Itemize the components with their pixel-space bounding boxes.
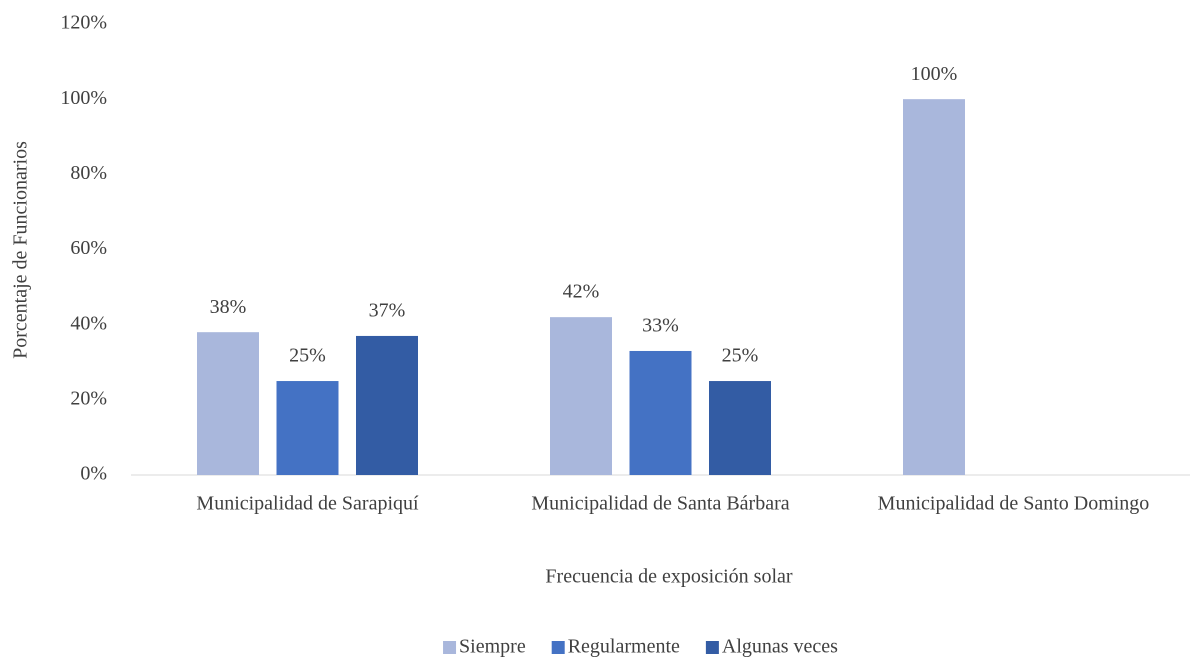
legend-swatch [443,641,457,654]
bar [629,350,692,475]
y-tick-label: 100% [60,87,107,109]
data-label: 38% [210,296,247,318]
y-tick-label: 20% [70,387,107,409]
data-label: 100% [911,63,958,85]
y-tick-label: 40% [70,312,107,334]
legend-label: Algunas veces [722,636,838,658]
bar [197,332,259,475]
y-axis-title: Porcentaje de Funcionarios [10,141,32,359]
y-tick-label: 60% [70,237,107,259]
data-label: 33% [642,315,679,337]
bar [550,317,612,475]
bar [709,381,771,475]
data-label: 25% [289,345,326,367]
bar [356,335,418,475]
bar [276,381,339,475]
data-label: 42% [563,281,600,303]
x-axis-title: Frecuencia de exposición solar [545,566,792,588]
legend-label: Regularmente [568,636,680,658]
y-tick-label: 80% [70,162,107,184]
legend-swatch [551,641,565,654]
y-tick-label: 120% [60,12,107,34]
y-tick-label: 0% [80,463,107,485]
legend-label: Siempre [459,636,526,658]
x-tick-label: Municipalidad de Santa Bárbara [531,493,789,515]
data-label: 37% [369,300,406,322]
x-tick-label: Municipalidad de Sarapiquí [196,493,419,515]
data-label: 25% [722,345,759,367]
legend: Siempre Regularmente Algunas veces [443,636,838,658]
x-tick-label: Municipalidad de Santo Domingo [878,493,1150,515]
legend-swatch [705,641,719,654]
bar [903,99,965,476]
